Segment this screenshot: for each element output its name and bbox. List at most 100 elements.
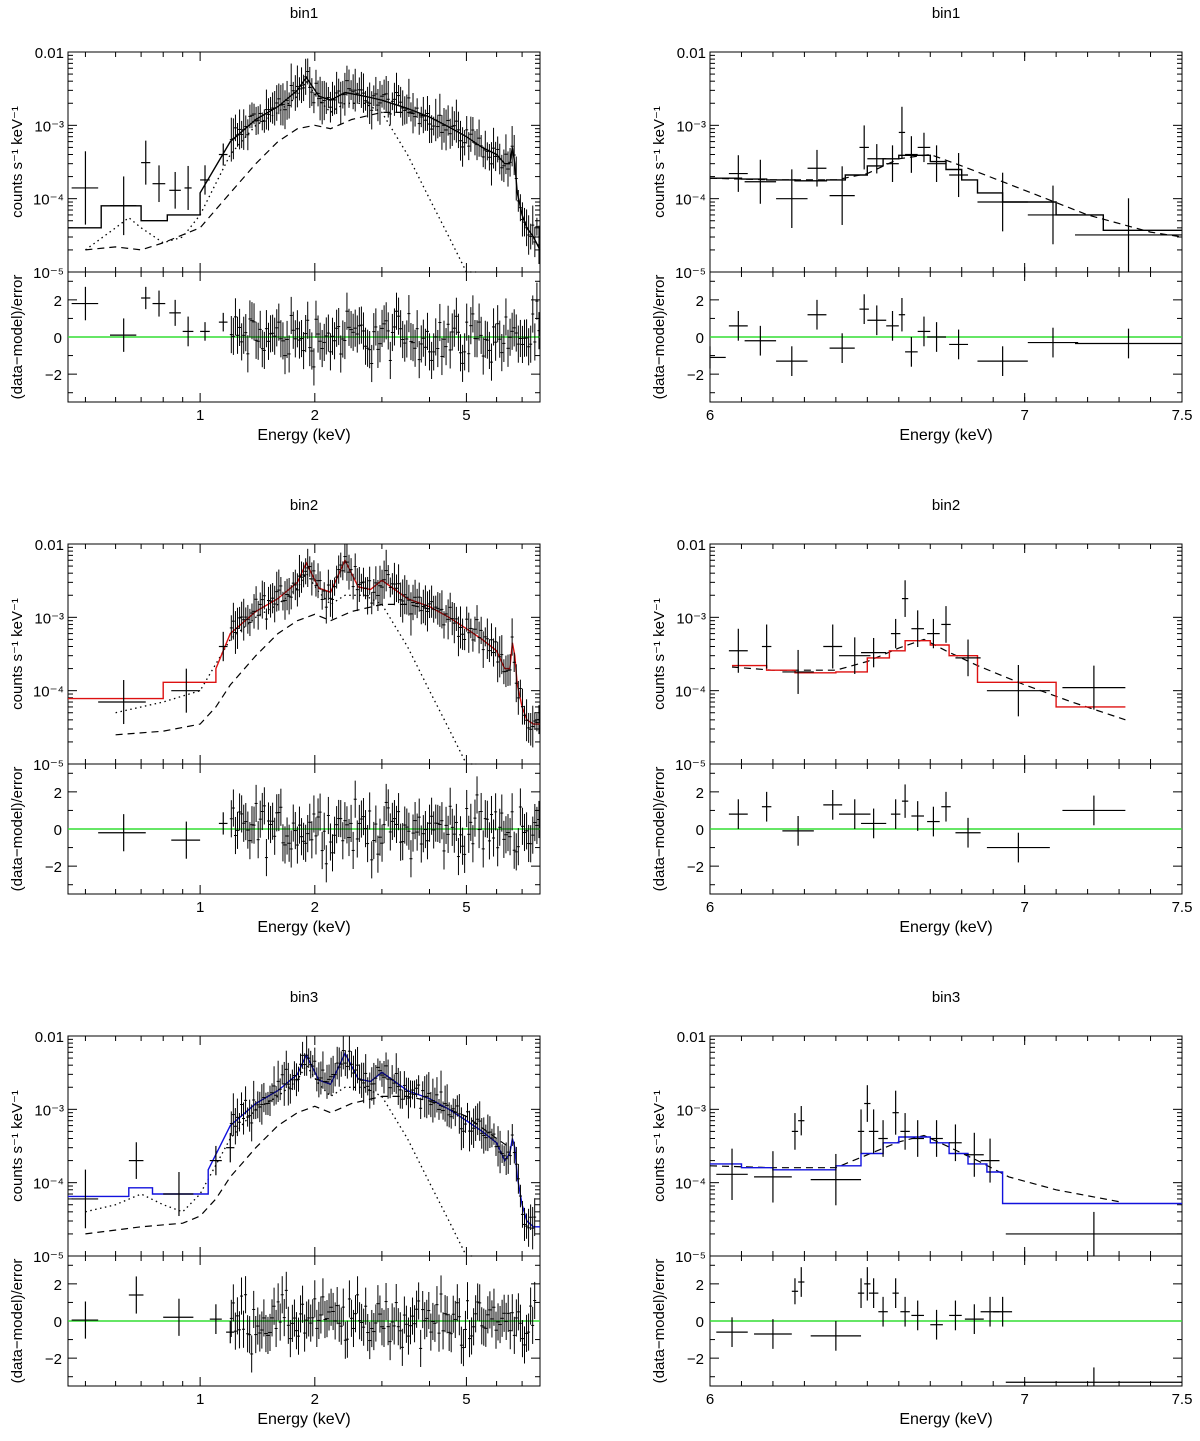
data-point [411,92,415,134]
residual-point [527,1313,531,1351]
data-point [405,579,409,615]
data-point [278,1078,282,1101]
data-point [450,106,454,146]
data-point [382,560,386,599]
residual-point [430,341,434,380]
residual-point [273,817,277,855]
data-point [226,1133,235,1163]
residual-point [417,798,421,836]
residual-point [415,813,419,851]
data-point [506,1130,510,1174]
residual-point [829,333,855,363]
data-point [520,688,524,725]
data-point [531,705,535,748]
data-point [307,1048,311,1068]
x-axis-label: Energy (keV) [257,1411,350,1428]
data-point [498,636,502,678]
data-point [510,1124,514,1147]
data-point [413,1080,417,1109]
x-tick-label: 6 [706,1391,714,1408]
data-point [488,1116,492,1149]
data-point [927,145,946,183]
y-tick-label-bottom: 0 [696,330,704,347]
data-point [421,1081,425,1100]
residual-point [328,823,332,861]
data-point [823,624,843,669]
residual-point [260,1311,264,1349]
data-point [288,1073,292,1104]
data-point [409,592,413,636]
data-point [477,621,481,654]
data-point [297,554,301,598]
data-point [392,562,396,606]
data-point [980,1138,1000,1183]
data-point [411,584,415,621]
data-point [859,125,869,170]
residual-point [343,802,347,840]
residual-point [312,348,316,386]
data-point [233,1108,237,1145]
data-point [761,624,772,669]
residual-point [413,1305,417,1343]
x-tick-label: 5 [462,407,470,424]
residual-point [504,298,508,336]
data-point [317,1062,321,1098]
data-point [508,1146,512,1165]
data-point [451,1098,455,1120]
residual-point [471,825,475,863]
data-point [300,561,304,593]
residual-point [415,310,419,348]
residual-point [341,822,345,860]
data-point [482,1117,486,1154]
residual-point [496,305,500,343]
data-point [496,641,500,683]
data-point [434,98,438,142]
x-tick-label: 7.5 [1172,1391,1193,1408]
data-point [308,556,312,577]
data-point [349,558,353,582]
y-tick-label-top: 10⁻⁴ [675,684,706,701]
data-point [438,93,442,137]
residual-point [911,801,924,831]
residual-point [337,307,341,346]
residual-point [423,328,427,366]
y-tick-label-top: 10⁻³ [34,610,64,627]
residual-point [465,789,469,828]
data-point [291,81,295,100]
y-tick-label-top: 10⁻⁴ [33,192,64,209]
y-tick-label-top: 10⁻⁵ [33,265,64,282]
data-point [807,149,827,187]
data-point [1027,185,1079,245]
residual-point [448,331,452,369]
residual-point [408,1307,412,1345]
data-point [355,82,359,104]
data-point [335,71,339,115]
residual-point [380,824,384,862]
residual-point [347,308,351,346]
data-point [378,565,382,606]
residual-point [246,811,250,849]
residual-point [333,1302,337,1340]
residual-point [283,337,287,375]
residual-point [359,800,363,838]
data-point [335,565,339,589]
data-point [512,134,516,176]
data-point [372,579,376,606]
data-point [483,627,487,647]
residual-point [439,1275,443,1313]
data-point [442,108,446,143]
residual-point [171,821,201,859]
data-point [986,665,1050,717]
residual-point [293,320,297,358]
data-point [498,1130,502,1174]
residual-point [498,808,502,846]
x-tick-label: 1 [196,899,204,916]
residual-point [911,1300,924,1331]
residual-point [266,1316,270,1355]
residual-point [512,1316,516,1354]
residual-point [520,325,524,364]
data-point [917,132,931,163]
data-point [413,106,417,127]
y-tick-label-top: 0.01 [677,45,706,62]
residual-point [510,1294,514,1332]
